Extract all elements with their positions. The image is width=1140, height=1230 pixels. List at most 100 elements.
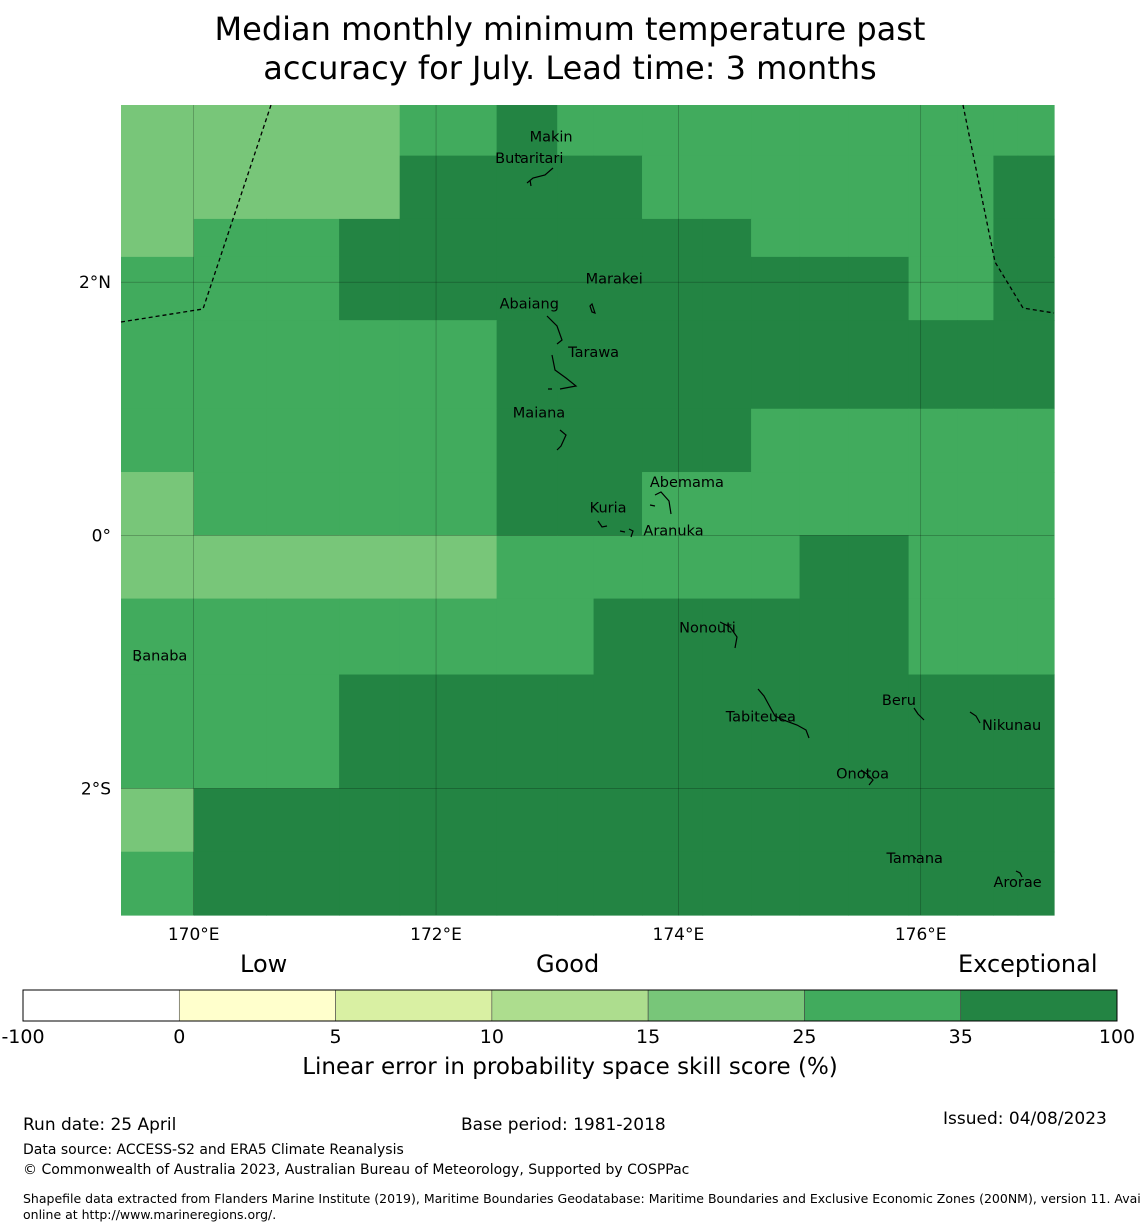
skill-cell — [799, 320, 849, 410]
skill-cell — [799, 598, 849, 676]
skill-cell — [751, 535, 801, 600]
skill-cell — [848, 320, 910, 410]
skill-cell — [193, 598, 267, 676]
skill-cell — [339, 788, 401, 853]
skill-cell — [496, 320, 558, 410]
skill-cell — [908, 472, 958, 536]
skill-cell — [751, 320, 801, 410]
skill-cell — [399, 851, 498, 916]
colorbar-bin — [647, 989, 805, 1022]
skill-cell — [339, 598, 401, 676]
skill-cell — [1017, 155, 1055, 220]
skill-cell — [399, 472, 498, 536]
skill-cell — [908, 535, 958, 600]
maiana-outline — [556, 429, 567, 451]
skill-cell — [702, 788, 752, 853]
skill-cell — [593, 598, 643, 676]
skill-cell — [557, 155, 595, 220]
skill-cell — [399, 674, 498, 790]
skill-cell — [908, 256, 958, 321]
skill-cell — [799, 105, 849, 157]
skill-cell — [751, 472, 801, 536]
skill-cell — [193, 788, 267, 853]
makin-outline — [518, 154, 522, 159]
skill-cell — [339, 218, 401, 258]
skill-cell — [266, 535, 340, 600]
category-label-exceptional: Exceptional — [958, 950, 1098, 978]
skill-cell — [702, 256, 752, 321]
nikunau-outline — [969, 711, 981, 724]
skill-cell — [993, 674, 1019, 790]
nonouti-outline — [719, 621, 738, 649]
skill-cell — [642, 674, 679, 790]
skill-cell — [642, 472, 679, 536]
skill-cell — [121, 408, 195, 473]
skill-cell — [121, 851, 195, 916]
run-date: Run date: 25 April — [23, 1115, 177, 1135]
axis-tick-labels: 170°E 172°E 174°E 176°E 2°N 0° 2°S — [79, 273, 947, 945]
arorae-outline — [1015, 870, 1023, 878]
colorbar-tick-labels: -100 0 5 10 15 25 35 100 — [1, 1026, 1135, 1048]
island-label: Nonouti — [679, 621, 736, 637]
skill-cell — [593, 674, 643, 790]
skill-cell — [702, 155, 752, 220]
skill-cell — [399, 155, 498, 220]
skill-cell — [993, 155, 1019, 220]
island-label: Tarawa — [567, 345, 619, 361]
skill-cell — [848, 598, 910, 676]
shapefile-credit-line-1: Shapefile data extracted from Flanders M… — [23, 1191, 1140, 1206]
skill-cell — [121, 674, 195, 790]
tabiteuea-outline — [757, 688, 810, 739]
skill-cell — [193, 218, 267, 258]
skill-cell — [593, 472, 643, 536]
skill-cell — [751, 408, 801, 473]
colorbar: -100 0 5 10 15 25 35 100 — [1, 989, 1135, 1048]
colorbar-bin — [178, 989, 336, 1022]
skill-cell — [339, 535, 401, 600]
skill-cell — [399, 598, 498, 676]
lat-tick-label: 2°S — [81, 779, 111, 799]
shapefile-credit-line-2: online at http://www.marineregions.org/. — [23, 1207, 277, 1222]
skill-map: Makin Butaritari Marakei Abaiang Tarawa Maian… — [79, 104, 1055, 945]
skill-cell — [593, 535, 643, 600]
lat-tick-label: 2°N — [79, 273, 111, 293]
skill-cell — [799, 674, 849, 790]
skill-cell — [799, 218, 849, 258]
skill-cell — [993, 408, 1019, 473]
skill-cell — [957, 256, 995, 321]
skill-cell — [957, 788, 995, 853]
skill-cell — [193, 256, 267, 321]
onotoa-outline — [860, 769, 874, 786]
skill-cell — [339, 408, 401, 473]
marakei-outline — [589, 302, 596, 314]
lon-tick-label: 174°E — [653, 925, 705, 945]
skill-cell — [702, 105, 752, 157]
skill-cell — [193, 472, 267, 536]
skill-cell — [848, 788, 910, 853]
skill-cell — [957, 105, 995, 157]
island-label: Tamana — [885, 851, 942, 867]
skill-cell — [642, 218, 679, 258]
graticule — [121, 105, 1054, 915]
skill-cell — [1017, 320, 1055, 410]
tamana-outline — [913, 856, 917, 860]
skill-cell — [848, 851, 910, 916]
skill-cell — [593, 155, 643, 220]
skill-cell — [642, 535, 679, 600]
skill-cell — [957, 851, 995, 916]
island-label: Maiana — [513, 406, 565, 422]
skill-cell — [957, 535, 995, 600]
island-outlines — [135, 154, 1023, 878]
skill-cell — [678, 472, 704, 536]
skill-cell — [339, 105, 401, 157]
skill-cell — [799, 155, 849, 220]
skill-cell — [593, 788, 643, 853]
issued-date: Issued: 04/08/2023 — [943, 1109, 1107, 1129]
skill-cell — [266, 105, 340, 157]
skill-cell — [193, 674, 267, 790]
skill-cell — [557, 535, 595, 600]
skill-cell — [993, 105, 1019, 157]
colorbar-frame — [22, 989, 1118, 1022]
island-label: Makin — [530, 130, 573, 146]
skill-cell — [339, 472, 401, 536]
